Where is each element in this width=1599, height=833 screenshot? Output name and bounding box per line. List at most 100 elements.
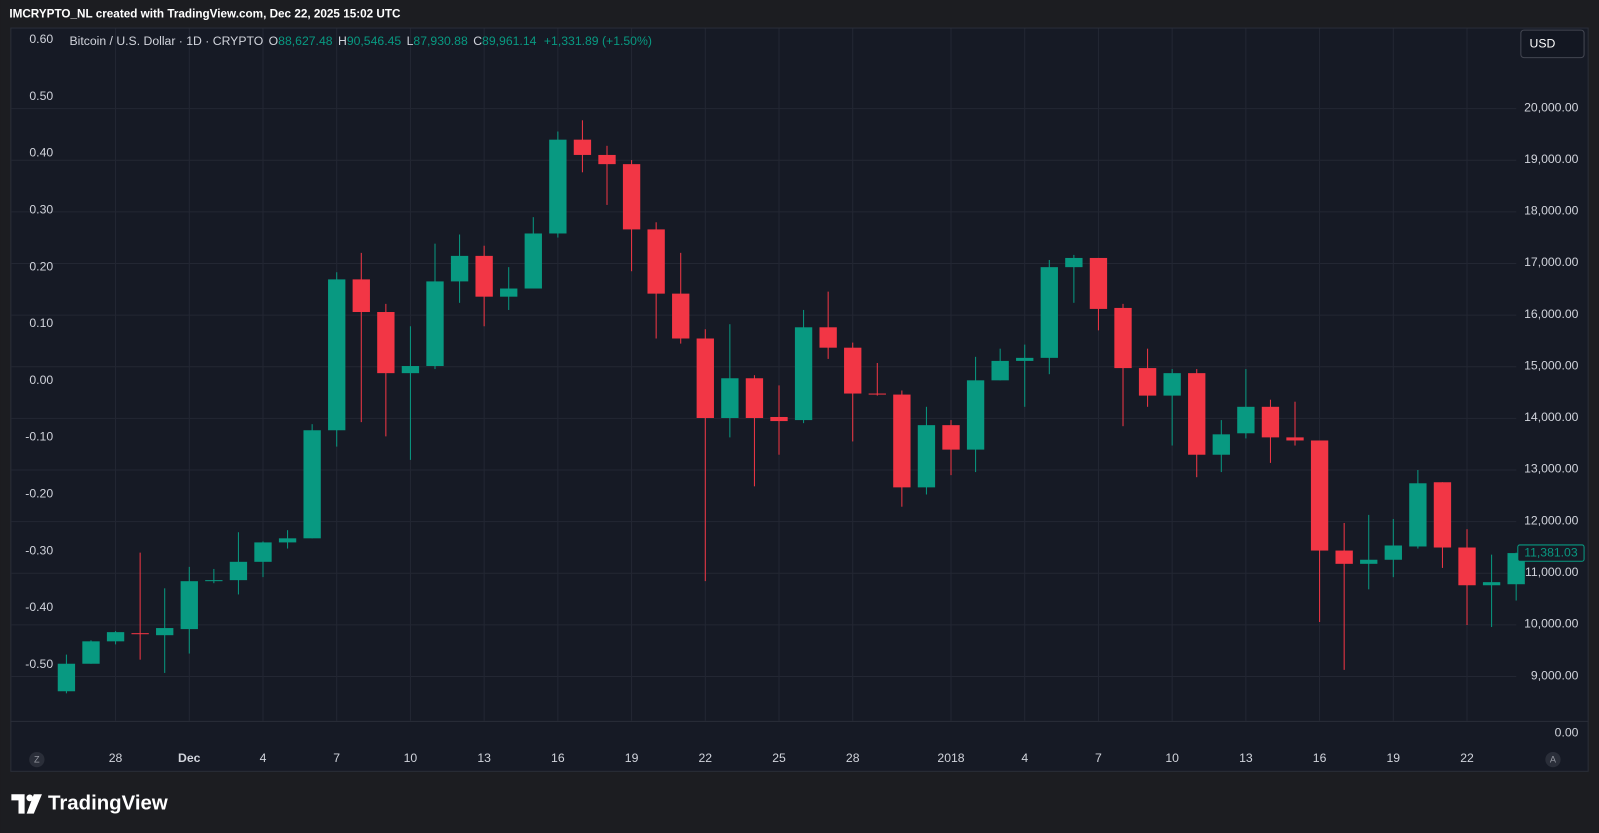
candle-body	[893, 394, 911, 488]
candle-body	[1360, 559, 1378, 564]
candle-body	[1237, 406, 1255, 434]
y-tick-label: 9,000.00	[1531, 668, 1579, 682]
y2-tick-label: 0.50	[29, 89, 53, 103]
x-tick-label: 2018	[937, 751, 964, 765]
y-tick-label: 19,000.00	[1524, 152, 1579, 166]
candle-body	[672, 293, 690, 339]
legend-h-label: H	[338, 34, 347, 48]
y2-tick-label: 0.40	[29, 146, 53, 160]
x-tick-label: 25	[772, 751, 786, 765]
legend-l-value: 87,930.88	[413, 34, 468, 48]
x-tick-label: 13	[1239, 751, 1253, 765]
candle-body	[991, 360, 1009, 381]
candle-body	[647, 229, 665, 294]
legend-o-label: O	[269, 34, 279, 48]
y-tick-label: 14,000.00	[1524, 410, 1579, 424]
candle-body	[868, 393, 886, 395]
legend-change: +1,331.89 (+1.50%)	[544, 34, 652, 48]
x-tick-label: 7	[333, 751, 340, 765]
candle-body	[844, 347, 862, 394]
x-tick-label: 22	[1460, 751, 1474, 765]
x-tick-label: 19	[625, 751, 639, 765]
x-tick-label: 16	[1313, 751, 1327, 765]
candle-body	[475, 255, 493, 297]
candle-body	[82, 641, 100, 664]
candle-body	[524, 233, 542, 289]
x-tick-label: 4	[260, 751, 267, 765]
last-price-label: 11,381.03	[1524, 545, 1578, 559]
candle-body	[770, 416, 788, 422]
left-button-label: Z	[34, 755, 40, 765]
x-tick-label: 13	[477, 751, 491, 765]
right-button[interactable]	[1545, 751, 1561, 768]
candle-body	[500, 288, 518, 297]
candle-body	[622, 164, 641, 230]
price-axis-floor-label: 0.00	[1555, 725, 1579, 739]
candle-body	[1261, 406, 1280, 438]
candle-body	[401, 366, 420, 374]
y-tick-label: 17,000.00	[1524, 255, 1579, 269]
y2-tick-label: 0.10	[29, 316, 53, 330]
candle-body	[1040, 267, 1058, 358]
x-tick-label: 7	[1095, 751, 1102, 765]
candle-body	[229, 561, 248, 581]
candle-body	[1163, 373, 1181, 396]
candle-body	[549, 139, 567, 234]
candle-body	[721, 378, 739, 419]
legend-c-value: 89,961.14	[482, 34, 537, 48]
candle-body	[303, 430, 321, 539]
legend-o-value: 88,627.48	[278, 34, 333, 48]
x-tick-label: 22	[698, 751, 712, 765]
y2-tick-label: 0.30	[29, 203, 53, 217]
candle-body	[1016, 357, 1034, 361]
x-tick-label: 16	[551, 751, 565, 765]
candle-body	[156, 628, 174, 636]
candle-body	[57, 663, 76, 692]
y-tick-label: 11,000.00	[1525, 565, 1579, 579]
candle-body	[1335, 550, 1353, 564]
candle-body	[1188, 373, 1206, 455]
candle-body	[377, 312, 395, 374]
currency-label: USD	[1530, 37, 1556, 51]
candle-body	[1409, 483, 1427, 547]
x-tick-label: 4	[1021, 751, 1028, 765]
x-tick-label: 10	[1165, 751, 1179, 765]
candle-body	[254, 542, 272, 562]
candle-body	[1286, 437, 1304, 441]
candle-body	[745, 378, 764, 419]
x-tick-label: Dec	[178, 751, 201, 765]
candle-body	[966, 380, 985, 450]
candle-body	[598, 154, 616, 165]
y-tick-label: 12,000.00	[1524, 513, 1579, 527]
x-tick-label: 28	[846, 751, 860, 765]
grid	[11, 28, 1517, 721]
currency-button[interactable]	[1520, 29, 1585, 59]
left-button[interactable]	[29, 751, 45, 768]
candle-body	[794, 327, 813, 421]
candle-body	[1114, 307, 1132, 369]
brand: TradingView	[48, 792, 168, 814]
x-tick-label: 10	[404, 751, 418, 765]
candle-body	[352, 279, 370, 313]
candle-body	[1089, 257, 1108, 309]
legend-c-label: C	[473, 34, 482, 48]
y2-tick-label: -0.30	[25, 543, 53, 557]
last-price-box	[1517, 544, 1585, 562]
y2-tick-label: 0.00	[29, 373, 53, 387]
x-tick-label: 28	[109, 751, 123, 765]
y2-tick-label: -0.10	[25, 430, 53, 444]
candle-body	[328, 279, 346, 431]
legend-symbol: Bitcoin / U.S. Dollar · 1D · CRYPTO	[69, 34, 263, 48]
candle-body	[1482, 582, 1501, 586]
y-tick-label: 13,000.00	[1524, 462, 1579, 476]
legend-l-label: L	[407, 34, 414, 48]
x-tick-label: 19	[1387, 751, 1401, 765]
y2-tick-label: -0.40	[25, 600, 53, 614]
candle-body	[1458, 547, 1476, 586]
y2-tick-label: 0.60	[29, 32, 53, 46]
candle-body	[131, 633, 149, 635]
candle-body	[573, 139, 592, 155]
legend: Bitcoin / U.S. Dollar · 1D · CRYPTO O88,…	[69, 34, 651, 48]
y-tick-label: 18,000.00	[1524, 204, 1579, 218]
candle-body	[1384, 545, 1402, 560]
